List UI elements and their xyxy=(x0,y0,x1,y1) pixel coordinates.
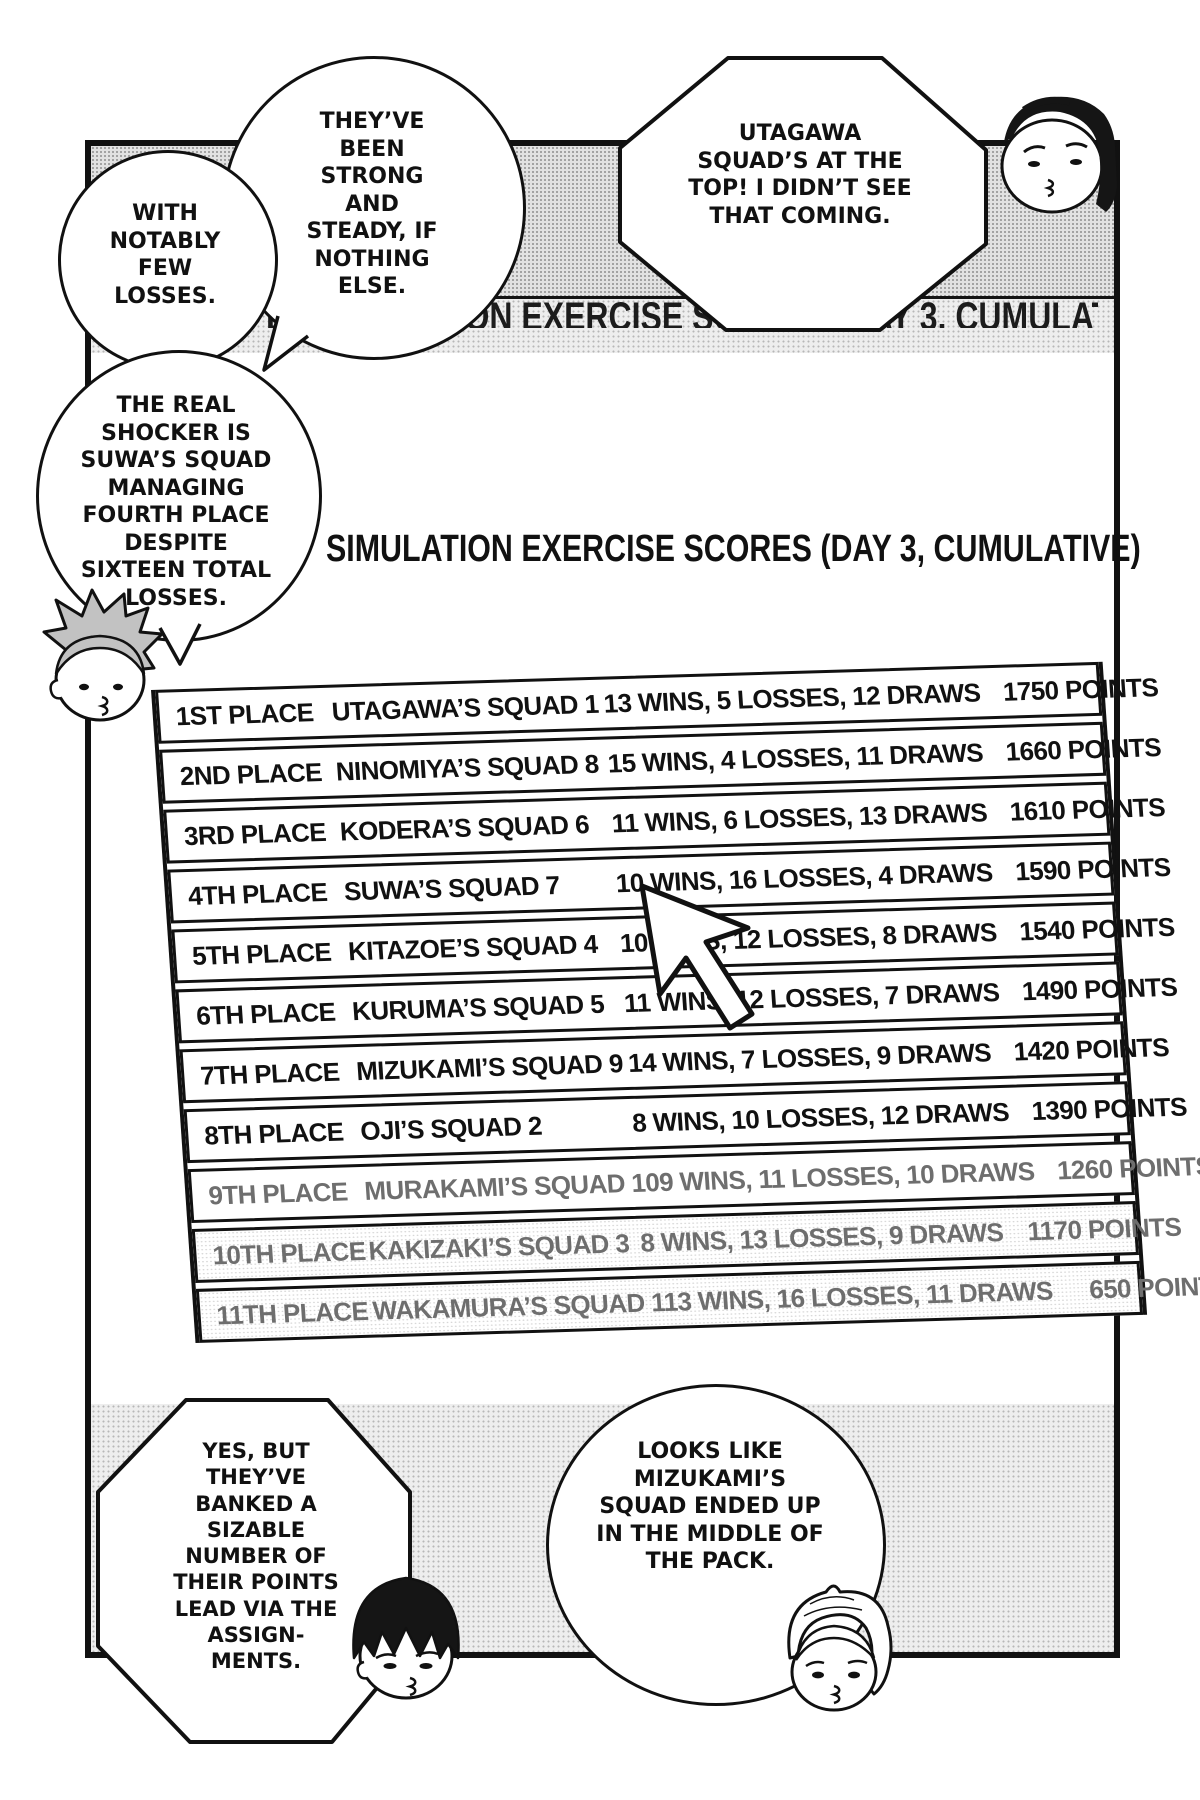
rank-cell: 1ST PLACE xyxy=(174,696,315,731)
cursor-arrow-icon xyxy=(639,883,755,1031)
squad-cell: KURUMA’S SQUAD 5 xyxy=(351,988,605,1026)
chibi-face-black-hair-icon xyxy=(352,1576,460,1700)
bubble-text-mizukami-middle: LOOKS LIKE MIZUKAMI’S SQUAD ENDED UP IN … xyxy=(596,1439,824,1574)
rank-cell: 9TH PLACE xyxy=(207,1175,349,1210)
squad-cell: OJI’S SQUAD 2 xyxy=(359,1110,543,1146)
squad-cell: MIZUKAMI’S SQUAD 9 xyxy=(355,1047,624,1086)
squad-cell: NINOMIYA’S SQUAD 8 xyxy=(334,748,600,787)
bubble-tail xyxy=(262,315,310,372)
scoreboard-title: SIMULATION EXERCISE SCORES (DAY 3, CUMUL… xyxy=(326,528,1141,570)
points-cell: 1420 POINTS xyxy=(1012,1031,1170,1067)
points-cell: 1490 POINTS xyxy=(1020,971,1179,1006)
bubble-text-utagawa-top: UTAGAWA SQUAD’S AT THE TOP! I DIDN’T SEE… xyxy=(688,121,912,229)
bubble-text-real-shocker: THE REAL SHOCKER IS SUWA’S SQUAD MANAGIN… xyxy=(80,393,272,611)
chibi-face-light-hair-icon xyxy=(787,1584,893,1712)
points-cell: 1610 POINTS xyxy=(1008,791,1166,827)
rank-cell: 3RD PLACE xyxy=(182,816,327,851)
bubble-few-losses xyxy=(58,150,278,370)
record-cell: 9 WINS, 11 LOSSES, 10 DRAWS xyxy=(658,1155,1036,1197)
points-cell: 1390 POINTS xyxy=(1030,1090,1188,1126)
rank-cell: 4TH PLACE xyxy=(187,876,329,911)
bubble-utagawa-top xyxy=(618,56,988,332)
bubble-strong-steady xyxy=(222,56,526,360)
chibi-face-spiky-hair-icon xyxy=(42,588,164,722)
points-cell: 1540 POINTS xyxy=(1018,911,1176,946)
points-cell: 1660 POINTS xyxy=(1004,731,1162,767)
squad-cell: KODERA’S SQUAD 6 xyxy=(338,808,590,846)
squad-cell: KAKIZAKI’S SQUAD 3 xyxy=(367,1227,631,1266)
record-cell: 8 WINS, 10 LOSSES, 12 DRAWS xyxy=(631,1096,1010,1138)
bubble-text-strong-steady: THEY’VE BEEN STRONG AND STEADY, IF NOTHI… xyxy=(306,109,438,299)
rank-cell: 2ND PLACE xyxy=(178,756,323,791)
points-cell: 1750 POINTS xyxy=(1001,671,1160,707)
points-cell: 650 POINTS xyxy=(1088,1269,1200,1304)
squad-cell: KITAZOE’S SQUAD 4 xyxy=(347,928,599,966)
record-cell: 8 WINS, 13 LOSSES, 9 DRAWS xyxy=(639,1216,1005,1258)
bubble-tail xyxy=(158,623,202,666)
record-cell: 14 WINS, 7 LOSSES, 9 DRAWS xyxy=(627,1036,992,1078)
squad-cell: WAKAMURA’S SQUAD 11 xyxy=(371,1286,679,1326)
record-cell: 15 WINS, 4 LOSSES, 11 DRAWS xyxy=(606,736,984,778)
rank-cell: 10TH PLACE xyxy=(211,1235,367,1270)
record-cell: 13 WINS, 5 LOSSES, 12 DRAWS xyxy=(602,676,982,719)
squad-cell: UTAGAWA’S SQUAD 1 xyxy=(330,688,600,727)
bubble-assignments xyxy=(96,1398,412,1744)
rank-cell: 8TH PLACE xyxy=(203,1116,345,1151)
points-cell: 1260 POINTS xyxy=(1056,1150,1200,1185)
squad-cell: MURAKAMI’S SQUAD 10 xyxy=(363,1166,661,1206)
rank-cell: 7TH PLACE xyxy=(199,1056,341,1091)
points-cell: 1590 POINTS xyxy=(1014,851,1172,886)
bubble-text-assignments: YES, BUT THEY’VE BANKED A SIZABLE NUMBER… xyxy=(173,1439,339,1673)
bubble-real-shocker xyxy=(36,350,322,642)
rank-cell: 6TH PLACE xyxy=(195,996,337,1031)
rank-cell: 11TH PLACE xyxy=(215,1295,370,1330)
record-cell: 11 WINS, 6 LOSSES, 13 DRAWS xyxy=(610,796,989,838)
rank-cell: 5TH PLACE xyxy=(191,936,333,971)
bubble-text-few-losses: WITH NOTABLY FEW LOSSES. xyxy=(109,201,221,309)
record-cell: 3 WINS, 16 LOSSES, 11 DRAWS xyxy=(676,1275,1054,1317)
chibi-face-balding-icon xyxy=(1000,96,1117,214)
squad-cell: SUWA’S SQUAD 7 xyxy=(342,869,561,906)
points-cell: 1170 POINTS xyxy=(1026,1211,1183,1246)
